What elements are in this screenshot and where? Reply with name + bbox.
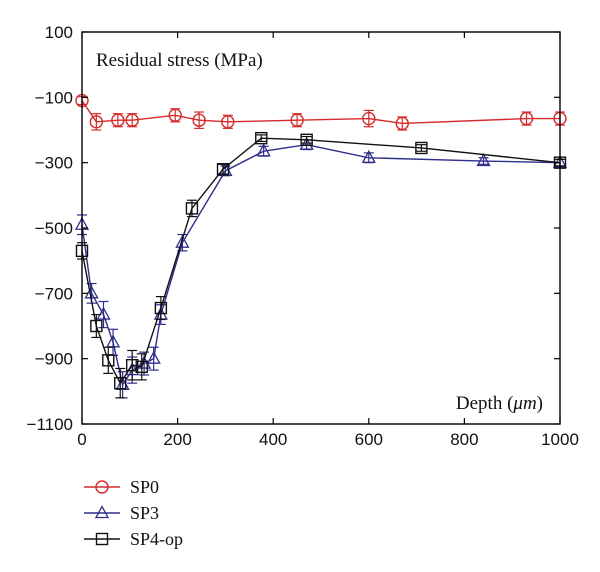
data-point <box>111 113 125 127</box>
data-point <box>221 115 235 129</box>
data-point <box>299 136 314 150</box>
legend-item: SP4-op <box>84 529 183 549</box>
legend-item: SP0 <box>84 477 159 497</box>
y-tick-label: −1100 <box>27 415 73 434</box>
legend-marker <box>95 480 109 494</box>
data-point <box>255 131 268 145</box>
y-axis-label: Residual stress (MPa) <box>96 50 263 71</box>
data-point <box>300 133 313 147</box>
legend: SP0 SP3 SP4-op <box>84 477 183 549</box>
legend-label: SP4-op <box>130 529 183 549</box>
data-point <box>114 376 127 390</box>
data-point <box>476 153 491 167</box>
data-point <box>135 360 148 374</box>
series-line <box>81 137 561 385</box>
legend-marker <box>95 532 109 546</box>
data-point <box>395 116 409 131</box>
data-point <box>102 354 115 367</box>
plot-marks <box>74 93 568 399</box>
data-point <box>361 149 376 163</box>
x-axis-label: Depth (μm) <box>456 393 543 414</box>
data-point <box>185 202 199 215</box>
data-point <box>290 113 304 127</box>
data-point <box>519 111 534 126</box>
series-line <box>81 100 560 125</box>
x-tick-label: 600 <box>355 430 383 449</box>
data-point <box>154 301 168 315</box>
data-point <box>415 141 428 155</box>
legend-marker <box>94 505 110 519</box>
data-point <box>125 359 139 372</box>
data-point <box>192 113 206 127</box>
x-tick-label: 0 <box>77 430 86 449</box>
y-tick-label: −100 <box>35 88 73 107</box>
x-tick-label: 400 <box>259 430 287 449</box>
axes: 0 200 400 600 800 1000 100 −100 −300 −500 −700 −900… <box>27 23 579 449</box>
y-tick-label: −900 <box>35 350 73 369</box>
data-point <box>175 234 190 248</box>
series-sp3 <box>74 136 568 399</box>
data-point <box>146 350 161 364</box>
y-tick-label: −300 <box>35 154 73 173</box>
y-tick-label: −500 <box>35 219 73 238</box>
x-tick-label: 200 <box>163 430 191 449</box>
data-point <box>90 319 103 333</box>
x-tick-label: 1000 <box>541 430 579 449</box>
legend-item: SP3 <box>84 503 159 523</box>
data-point <box>216 162 230 176</box>
data-point <box>96 306 111 320</box>
data-point <box>256 143 271 157</box>
series-sp0 <box>75 93 567 131</box>
series-line <box>81 143 561 387</box>
legend-label: SP0 <box>130 477 159 497</box>
data-point <box>89 115 104 129</box>
data-point <box>362 111 376 126</box>
data-point <box>168 108 182 123</box>
y-tick-label: 100 <box>45 23 73 42</box>
legend-label: SP3 <box>130 503 159 523</box>
data-point <box>125 113 139 127</box>
x-tick-label: 800 <box>450 430 478 449</box>
y-tick-label: −700 <box>35 284 73 303</box>
